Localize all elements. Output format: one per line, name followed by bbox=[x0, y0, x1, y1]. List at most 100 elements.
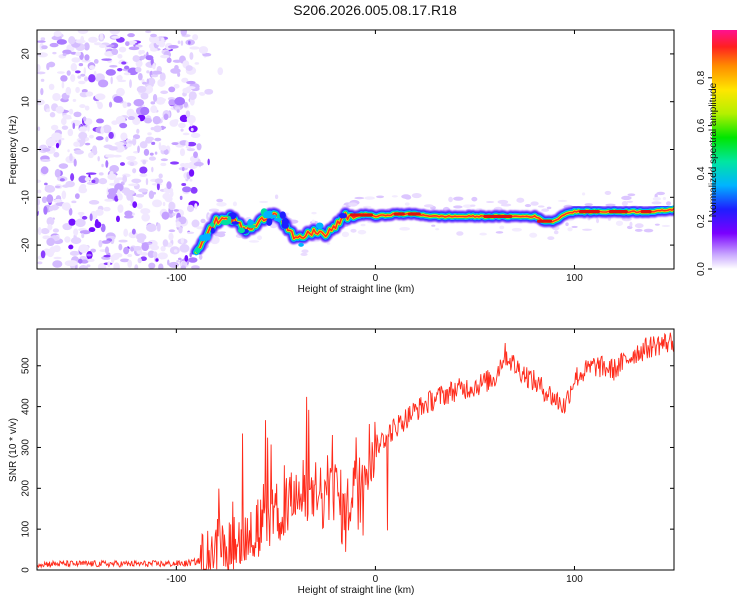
noise-blob bbox=[150, 105, 158, 114]
noise-blob bbox=[56, 39, 67, 45]
noise-blob bbox=[136, 85, 147, 93]
noise-blob bbox=[133, 98, 145, 107]
noise-blob bbox=[88, 152, 94, 159]
noise-blob bbox=[136, 203, 143, 210]
noise-blob bbox=[79, 230, 91, 235]
noise-blob bbox=[135, 60, 143, 68]
halo-blob bbox=[376, 195, 385, 199]
noise-blob bbox=[51, 132, 62, 141]
halo-blob bbox=[643, 228, 654, 233]
colorbar-tick-label: 0.0 bbox=[696, 262, 707, 276]
noise-blob bbox=[150, 244, 160, 251]
halo-blob bbox=[565, 222, 569, 227]
noise-blob bbox=[111, 48, 119, 56]
chart-title: S206.2026.005.08.17.R18 bbox=[293, 2, 457, 18]
noise-blob bbox=[193, 151, 198, 159]
noise-blob bbox=[109, 165, 120, 173]
noise-blob bbox=[64, 236, 71, 243]
noise-blob bbox=[124, 189, 135, 196]
noise-blob bbox=[40, 250, 46, 259]
noise-blob bbox=[177, 40, 181, 44]
ridge-blob bbox=[203, 233, 211, 241]
noise-blob bbox=[107, 261, 111, 268]
halo-blob bbox=[479, 232, 488, 236]
halo-blob bbox=[462, 204, 473, 208]
noise-blob bbox=[127, 253, 133, 258]
noise-blob bbox=[177, 257, 182, 261]
noise-blob bbox=[162, 239, 169, 247]
halo-blob bbox=[511, 227, 522, 232]
noise-blob bbox=[37, 64, 41, 72]
noise-blob bbox=[150, 33, 157, 38]
noise-blob bbox=[149, 152, 154, 156]
noise-blob bbox=[137, 145, 140, 153]
noise-blob bbox=[53, 256, 62, 260]
noise-blob bbox=[79, 212, 83, 219]
noise-blob bbox=[166, 57, 172, 64]
noise-blob bbox=[168, 201, 176, 211]
noise-blob bbox=[145, 136, 155, 142]
noise-blob bbox=[135, 66, 142, 73]
noise-blob bbox=[77, 258, 83, 264]
snr-series-line bbox=[37, 332, 674, 570]
halo-blob bbox=[399, 226, 411, 231]
noise-blob bbox=[105, 69, 116, 76]
halo-blob bbox=[274, 194, 279, 200]
noise-blob bbox=[135, 44, 143, 48]
halo-blob bbox=[621, 195, 632, 201]
ridge-blob bbox=[263, 210, 273, 219]
noise-blob bbox=[146, 78, 150, 85]
noise-blob bbox=[140, 106, 150, 116]
noise-blob bbox=[173, 209, 179, 212]
noise-blob bbox=[191, 219, 200, 228]
noise-blob bbox=[86, 253, 92, 257]
noise-blob bbox=[70, 173, 75, 182]
noise-blob bbox=[140, 252, 149, 256]
halo-blob bbox=[530, 201, 539, 206]
x-tick-label: -100 bbox=[166, 574, 186, 585]
noise-blob bbox=[104, 198, 114, 202]
halo-blob bbox=[391, 195, 398, 198]
noise-blob bbox=[174, 97, 186, 106]
noise-blob bbox=[94, 93, 106, 101]
noise-blob bbox=[140, 208, 151, 215]
ridge-blob bbox=[247, 224, 256, 229]
noise-blob bbox=[118, 74, 122, 79]
noise-blob bbox=[155, 40, 166, 46]
noise-blob bbox=[189, 118, 194, 127]
x-tick-label: -100 bbox=[166, 273, 186, 284]
noise-blob bbox=[71, 200, 77, 204]
noise-blob bbox=[122, 175, 128, 183]
ridge-blob bbox=[231, 221, 239, 225]
noise-blob bbox=[85, 91, 94, 97]
noise-blob bbox=[70, 74, 76, 83]
noise-blob bbox=[54, 168, 61, 178]
noise-blob bbox=[190, 132, 201, 138]
noise-blob bbox=[142, 159, 147, 165]
noise-blob bbox=[158, 173, 163, 179]
noise-blob bbox=[91, 179, 96, 184]
noise-blob bbox=[167, 44, 179, 49]
halo-blob bbox=[656, 191, 666, 196]
noise-blob bbox=[60, 137, 65, 141]
snr-panel: -100 0 100 0 100 200 300 400 500 Height of strai… bbox=[8, 328, 675, 596]
noise-blob bbox=[74, 149, 84, 155]
noise-blob bbox=[58, 163, 69, 169]
snr-xlabel: Height of straight line (km) bbox=[298, 585, 415, 596]
noise-blob bbox=[73, 141, 81, 147]
halo-blob bbox=[557, 199, 568, 202]
halo-blob bbox=[348, 202, 358, 207]
noise-blob bbox=[72, 98, 77, 102]
noise-blob bbox=[105, 154, 116, 158]
noise-blob bbox=[88, 74, 96, 83]
noise-blob bbox=[99, 33, 104, 41]
noise-blob bbox=[98, 178, 108, 185]
halo-blob bbox=[524, 204, 532, 208]
noise-blob bbox=[134, 264, 139, 269]
noise-blob bbox=[132, 55, 140, 62]
noise-blob bbox=[119, 162, 126, 166]
y-tick-label: 200 bbox=[21, 480, 32, 497]
noise-blob bbox=[152, 94, 158, 102]
noise-blob bbox=[97, 101, 103, 110]
